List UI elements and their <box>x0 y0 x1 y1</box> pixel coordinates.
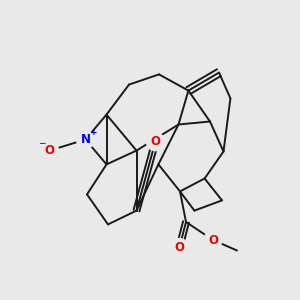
Text: O: O <box>44 144 55 157</box>
Circle shape <box>204 231 222 249</box>
Text: O: O <box>150 135 161 148</box>
Text: −: − <box>38 140 46 148</box>
Circle shape <box>146 133 164 151</box>
Circle shape <box>170 238 188 256</box>
Text: O: O <box>208 233 218 247</box>
Text: O: O <box>174 241 184 254</box>
Text: +: + <box>90 128 98 137</box>
Circle shape <box>76 130 94 148</box>
Text: N: N <box>80 133 91 146</box>
Circle shape <box>40 142 58 160</box>
